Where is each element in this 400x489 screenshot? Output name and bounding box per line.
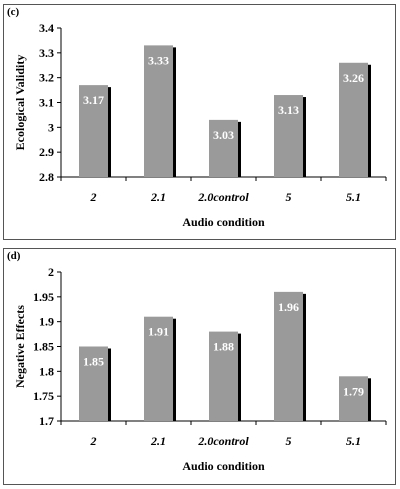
- chart-c-data-label: 3.13: [278, 103, 299, 117]
- chart-d-bar: [144, 316, 173, 421]
- chart-c-x-axis-title: Audio condition: [182, 215, 265, 229]
- chart-d-bar: [274, 291, 303, 421]
- chart-d-y-tick-label: 2: [48, 265, 54, 279]
- chart-c-category-label: 2: [90, 190, 97, 204]
- chart-d-category-label: 2.1: [150, 434, 166, 448]
- chart-c-svg: 2.8 2.9 3 3.1 3.2 3.3 3.4 3.17 2 3.33 2.1 3.03 2.0co…: [13, 21, 387, 229]
- chart-c-y-tick-label: 2.9: [39, 145, 54, 159]
- chart-d-y-tick-label: 1.9: [39, 315, 54, 329]
- chart-c-y-tick-label: 2.8: [39, 170, 54, 184]
- chart-d-bar: [209, 331, 238, 421]
- chart-c-bar: [144, 45, 173, 178]
- chart-d-bar: [79, 346, 108, 421]
- chart-c-y-tick-label: 3.1: [39, 96, 54, 110]
- chart-c-category-label: 5: [286, 190, 292, 204]
- chart-c-category-label: 5.1: [346, 190, 361, 204]
- chart-d-y-tick-label: 1.8: [39, 364, 54, 378]
- panel-label-d: (d): [7, 250, 21, 262]
- chart-c-y-tick-label: 3: [48, 120, 54, 134]
- chart-c-bar: [274, 95, 303, 177]
- chart-d-y-tick-label: 1.85: [33, 340, 54, 354]
- chart-d-data-label: 1.96: [278, 300, 299, 314]
- panel-label-c: (c): [7, 6, 20, 18]
- chart-d-category-label: 2.0control: [197, 434, 249, 448]
- chart-panel-c: (c) 2.8 2.9 3 3.1 3.2 3.3 3.4 3.17 2 3.33 2.1 3.03 2…: [3, 4, 396, 240]
- chart-c-category-label: 2.1: [150, 190, 166, 204]
- chart-d-category-label: 5: [286, 434, 292, 448]
- chart-c-category-label: 2.0control: [197, 190, 249, 204]
- chart-d-y-tick-label: 1.75: [33, 389, 54, 403]
- chart-c-data-label: 3.33: [148, 53, 169, 67]
- chart-c-y-tick-label: 3.3: [39, 46, 54, 60]
- chart-d-svg: 1.7 1.75 1.8 1.85 1.9 1.95 2 1.85 2 1.91 2.1 1.88 2.…: [13, 265, 387, 473]
- chart-c-bar: [209, 119, 238, 177]
- chart-c-data-label: 3.17: [83, 93, 104, 107]
- chart-c-bar: [339, 62, 368, 178]
- chart-d-y-axis-title: Negative Effects: [13, 305, 27, 388]
- chart-panel-d: (d) 1.7 1.75 1.8 1.85 1.9 1.95 2 1.85 2 1.91 2.1 1.…: [3, 248, 396, 485]
- chart-d-y-tick-label: 1.95: [33, 290, 54, 304]
- chart-d-bar: [339, 376, 368, 421]
- chart-c-y-tick-label: 3.2: [39, 71, 54, 85]
- chart-c-y-axis-title: Ecological Validity: [13, 55, 27, 151]
- chart-c-y-tick-label: 3.4: [39, 21, 54, 35]
- chart-d-data-label: 1.85: [83, 355, 104, 369]
- chart-d-data-label: 1.91: [148, 325, 169, 339]
- chart-d-data-label: 1.88: [213, 340, 234, 354]
- chart-c-bar: [79, 85, 108, 177]
- chart-d-x-axis-title: Audio condition: [182, 459, 265, 473]
- chart-d-category-label: 2: [90, 434, 97, 448]
- chart-c-data-label: 3.03: [213, 128, 234, 142]
- chart-c-data-label: 3.26: [343, 71, 364, 85]
- chart-d-y-tick-label: 1.7: [39, 414, 54, 428]
- chart-d-category-label: 5.1: [346, 434, 361, 448]
- chart-d-data-label: 1.79: [343, 384, 364, 398]
